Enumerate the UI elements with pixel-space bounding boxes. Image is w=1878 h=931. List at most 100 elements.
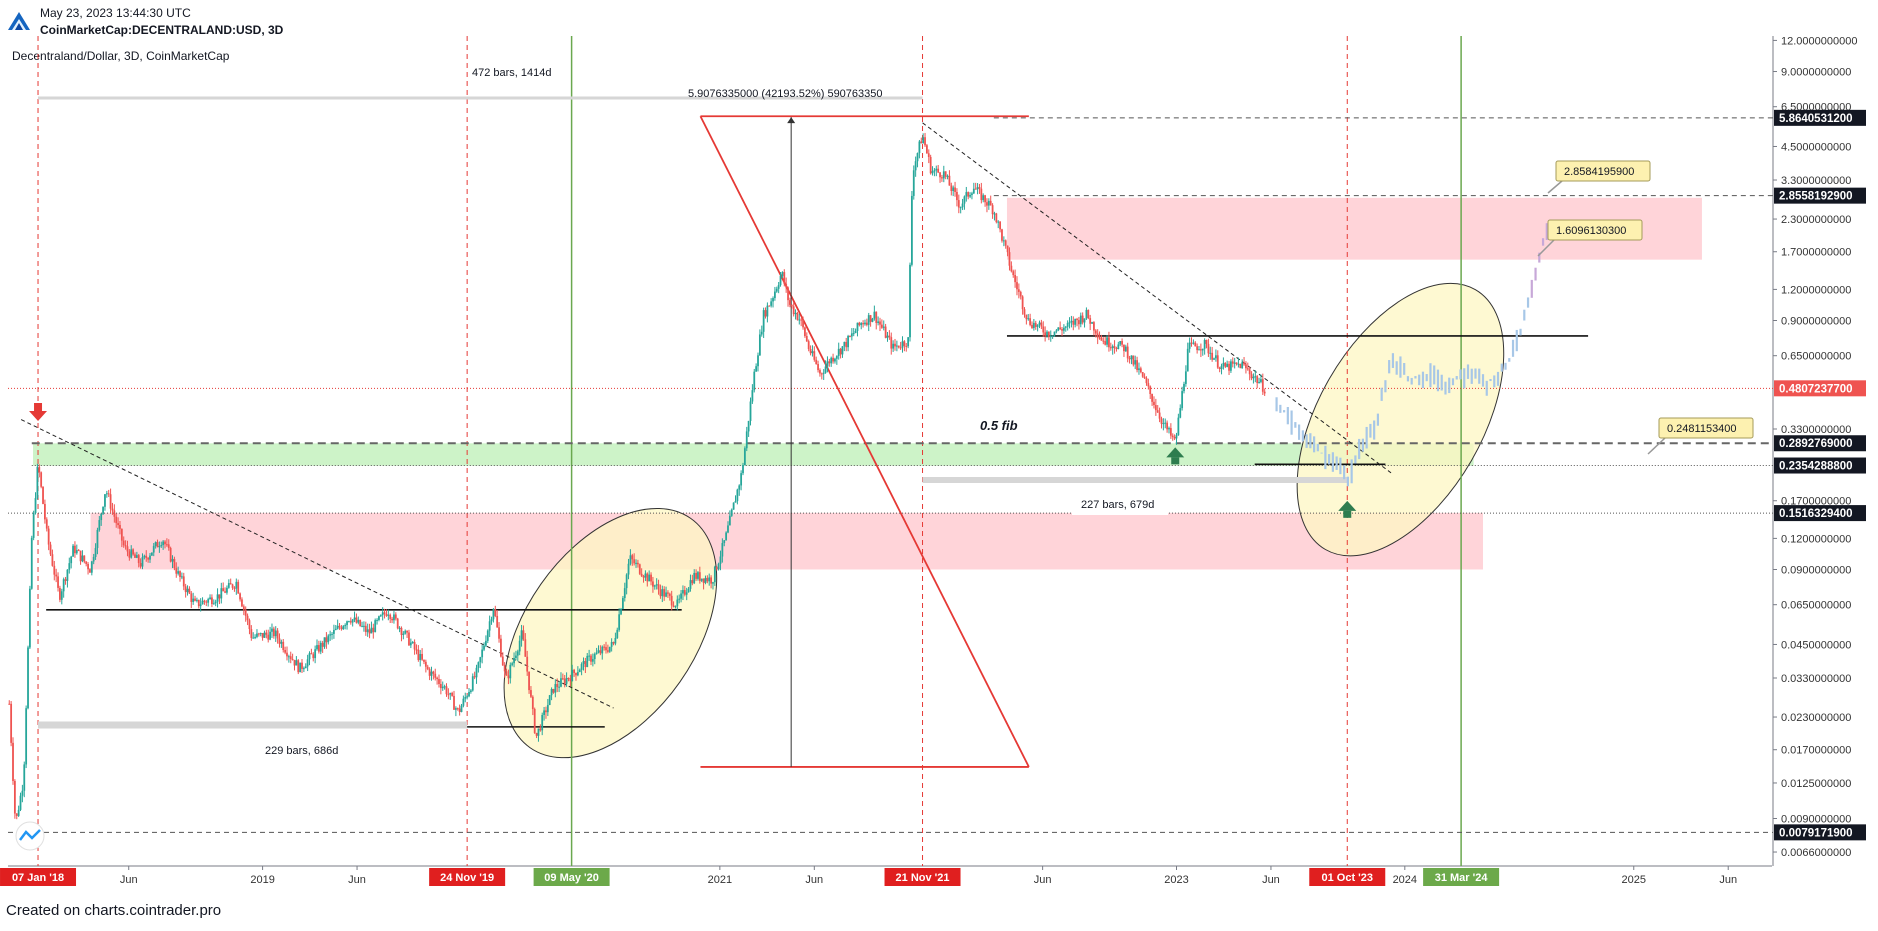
candle-body-2018-04-18 — [100, 513, 103, 521]
candle-body-2020-10-19 — [672, 605, 675, 607]
candle-body-2020-07-24 — [618, 614, 621, 630]
candle-body-2019-03-02 — [299, 662, 302, 673]
candle-body-2018-08-31 — [184, 586, 187, 593]
candle-body-2018-04-24 — [104, 494, 106, 507]
candle-body-2018-03-22 — [83, 555, 86, 562]
candle-body-2019-05-28 — [353, 617, 356, 620]
candle-body-2019-07-24 — [389, 614, 392, 619]
candle-body-2023-01-07 — [1179, 408, 1182, 418]
candle-body-2020-07-27 — [620, 608, 622, 615]
candle-body-2018-04-12 — [96, 529, 99, 549]
zone-red-0 — [90, 512, 1484, 570]
candle-body-2017-12-31 — [32, 512, 35, 538]
candle-body-2018-12-14 — [250, 629, 253, 638]
price-label-1: 2.8558192900 — [1779, 191, 1853, 203]
candle-body-2022-11-02 — [1138, 368, 1140, 371]
candle-body-2022-07-05 — [1062, 327, 1065, 331]
candle-body-2022-05-27 — [1038, 322, 1041, 325]
candle-body-2022-10-06 — [1121, 341, 1123, 345]
candle-body-2019-07-09 — [379, 615, 382, 617]
buy-arrow-stem-icon-0 — [1171, 457, 1180, 465]
candle-body-2019-02-24 — [295, 660, 298, 666]
candle-body-2018-11-05 — [226, 587, 228, 593]
candle-body-2022-10-15 — [1126, 346, 1129, 359]
candle-body-2022-12-11 — [1162, 423, 1165, 425]
candle-body-2019-04-28 — [334, 628, 337, 631]
candle-body-2019-11-18 — [462, 698, 465, 706]
candle-body-2020-11-12 — [687, 588, 690, 593]
candle-body-2022-10-18 — [1128, 358, 1131, 360]
candle-body-2022-08-22 — [1093, 322, 1095, 331]
candle-body-2020-05-19 — [576, 672, 579, 676]
x-tick-label-0: Jun — [120, 874, 138, 886]
candle-body-2018-11-23 — [237, 581, 240, 594]
candle-body-2019-01-31 — [280, 641, 283, 644]
candle-body-2018-12-17 — [252, 637, 255, 639]
candle-body-2021-11-28 — [926, 145, 928, 154]
candle-body-2018-11-02 — [224, 591, 226, 593]
candle-body-2018-09-06 — [188, 588, 191, 594]
candle-body-2021-02-16 — [747, 420, 750, 432]
candle-body-2019-01-19 — [272, 628, 275, 637]
candle-body-2018-10-27 — [220, 588, 223, 599]
candle-body-2018-12-08 — [246, 615, 249, 621]
candle-body-2018-06-29 — [145, 555, 148, 559]
candle-body-2019-11-03 — [453, 695, 455, 710]
price-label-bg-5 — [1774, 505, 1866, 522]
y-tick-label-21: 0.0066000000 — [1781, 847, 1851, 859]
candle-body-2019-06-21 — [368, 629, 371, 634]
price-label-3: 0.2892769000 — [1779, 438, 1853, 450]
candle-body-2022-01-18 — [957, 200, 960, 208]
annotation-227-bg — [1072, 495, 1168, 515]
candle-body-2020-12-06 — [702, 578, 705, 583]
candle-body-2018-08-07 — [169, 548, 172, 562]
date-marker-label-bg-1 — [429, 868, 506, 886]
candle-body-2019-12-12 — [477, 662, 480, 668]
candle-body-2020-04-01 — [546, 704, 549, 713]
candle-body-2022-08-16 — [1089, 318, 1092, 324]
candle-body-2023-03-11 — [1218, 367, 1221, 370]
candle-body-2019-09-19 — [424, 661, 427, 667]
candle-body-2020-11-30 — [698, 572, 701, 581]
candle-body-2018-08-10 — [171, 558, 174, 562]
candle-body-2022-02-11 — [972, 188, 975, 194]
candle-body-2019-07-27 — [391, 618, 393, 621]
candle-body-2023-03-02 — [1213, 358, 1215, 360]
candle-body-2021-08-12 — [858, 322, 861, 326]
candle-body-2020-07-09 — [608, 646, 611, 652]
candle-body-2022-06-05 — [1044, 332, 1047, 336]
y-tick-label-14: 0.0650000000 — [1781, 600, 1851, 612]
y-tick-label-15: 0.0450000000 — [1781, 639, 1851, 651]
candle-body-2019-03-05 — [301, 662, 303, 669]
candle-body-2021-10-17 — [899, 347, 902, 349]
candle-body-2022-04-21 — [1016, 282, 1018, 290]
candle-body-2018-02-20 — [64, 579, 67, 581]
candle-body-2018-01-09 — [38, 466, 41, 473]
candle-body-2019-06-06 — [359, 619, 362, 626]
candle-body-2022-07-26 — [1076, 318, 1078, 321]
candle-body-2019-06-30 — [374, 620, 377, 633]
candle-body-2019-10-25 — [447, 694, 450, 696]
candle-body-2023-03-08 — [1216, 355, 1219, 368]
candle-body-2019-10-16 — [441, 686, 444, 689]
annotation-bars-686d: 229 bars, 686d — [265, 745, 338, 757]
candle-body-2022-09-24 — [1113, 346, 1116, 349]
candle-body-2019-04-13 — [325, 637, 328, 643]
candle-body-2019-05-22 — [349, 621, 352, 623]
candle-body-2023-04-25 — [1246, 368, 1249, 370]
candle-body-2023-01-10 — [1181, 391, 1184, 409]
y-tick-label-5: 2.3000000000 — [1781, 214, 1851, 226]
candle-body-2018-07-17 — [156, 542, 159, 548]
triangle-diagonal-edge — [699, 115, 1030, 768]
candle-body-2017-12-19 — [25, 708, 28, 765]
candle-body-2021-04-11 — [781, 272, 784, 276]
candle-body-2022-08-07 — [1083, 318, 1086, 323]
candle-body-2022-03-28 — [1001, 229, 1003, 241]
candle-body-2021-10-14 — [897, 345, 900, 348]
candle-body-2021-02-19 — [749, 401, 752, 421]
candle-body-2020-03-17 — [537, 728, 540, 736]
candle-body-2018-06-17 — [137, 555, 140, 564]
candle-body-2022-04-03 — [1004, 240, 1007, 246]
